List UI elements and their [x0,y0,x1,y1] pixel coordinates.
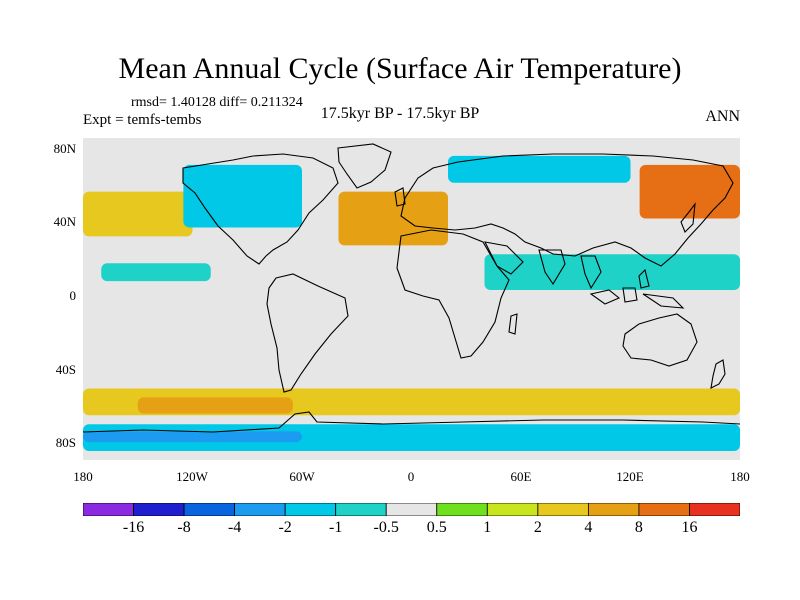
lat-tick-label: 40S [55,362,76,377]
colorbar-cell [486,503,539,516]
coastline-eurasia [400,153,734,267]
colorbar-label: 1 [483,519,492,536]
coastline-south-america [266,273,349,393]
lat-tick-label: 0 [69,288,77,303]
coastline-antarctica [83,411,740,433]
colorbar-label: -8 [177,519,191,536]
colorbar-label: 8 [634,519,643,536]
colorbar-cell [234,503,286,516]
coastline-africa [396,229,510,359]
coastline-british-isles [394,187,406,207]
coastline-india [538,249,566,286]
colorbar-cell [284,503,337,516]
colorbar-cell [385,503,438,516]
anomaly-region [101,263,211,282]
lat-tick-label: 40N [53,214,76,229]
anomaly-region [484,254,740,291]
coastline-japan [680,202,696,233]
anomaly-region [639,164,740,219]
lat-tick-label: 80N [53,141,76,156]
rmsd-diff-stats: rmsd= 1.40128 diff= 0.211324 [131,95,303,110]
colorbar-cell [183,503,236,516]
colorbar-cell [638,503,690,516]
coastline-indochina [580,255,602,290]
experiment-label: Expt = temfs-tembs [83,112,202,128]
anomaly-region [83,431,302,443]
figure-title: Mean Annual Cycle (Surface Air Temperatu… [118,52,682,85]
colorbar-label: 0.5 [426,519,447,536]
colorbar-cell [587,503,640,516]
coastline-maritime-islands [589,268,685,309]
coastline-arabia [484,241,524,275]
anomaly-region [83,424,740,452]
anomaly-region [137,397,293,414]
anomaly-regions [83,155,740,452]
coastline-madagascar [508,313,518,335]
colorbar-cell [689,503,740,516]
lon-tick-label: 60W [289,469,315,484]
lon-tick-label: 120W [176,469,208,484]
colorbar-cell [537,503,589,516]
colorbar-cell [335,503,387,516]
colorbar-label: 16 [681,519,698,536]
lon-tick-label: 180 [730,469,750,484]
coastlines [83,143,740,433]
coastline-greenland [337,143,392,189]
lat-tick-label: 80S [55,435,76,450]
colorbar-cell [83,503,134,516]
colorbar-cell [133,503,185,516]
colorbar-label: -1 [329,519,343,536]
coastline-north-america [182,153,339,265]
period-label: 17.5kyr BP - 17.5kyr BP [320,105,480,122]
anomaly-region [338,191,448,246]
coastline-new-zealand [710,359,726,389]
colorbar-label: -16 [122,519,145,536]
colorbar-label: 4 [584,519,593,536]
colorbar [83,503,740,516]
colorbar-label: 2 [533,519,542,536]
colorbar-label: -0.5 [373,519,399,536]
lon-tick-label: 120E [616,469,644,484]
lon-tick-label: 60E [510,469,532,484]
lon-tick-label: 0 [407,469,415,484]
temperature-difference-map [83,138,740,460]
season-label: ANN [705,108,740,125]
anomaly-region [83,191,193,237]
anomaly-region [448,155,631,183]
colorbar-cell [436,503,488,516]
anomaly-region [83,290,740,371]
coastline-australia [622,313,698,367]
lon-tick-label: 180 [73,469,93,484]
colorbar-label: -4 [227,519,242,536]
colorbar-label: -2 [278,519,292,536]
anomaly-region [183,164,302,228]
